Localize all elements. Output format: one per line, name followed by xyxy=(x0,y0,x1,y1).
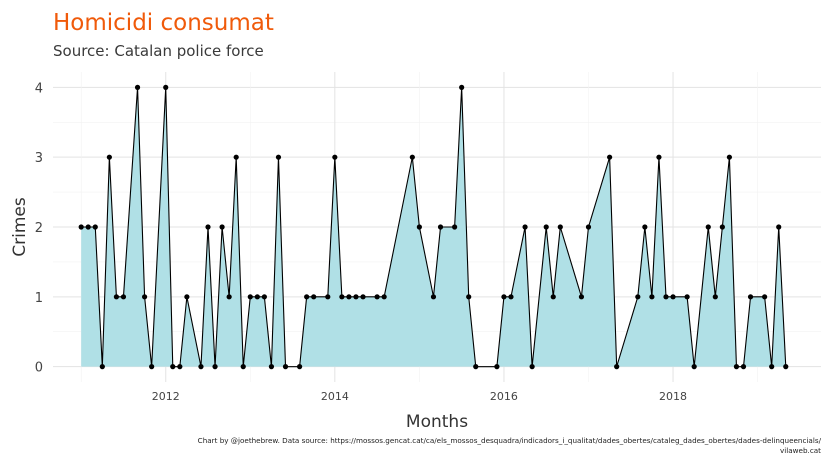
chart-title: Homicidi consumat xyxy=(53,10,274,36)
data-point xyxy=(783,364,789,370)
chart-subtitle: Source: Catalan police force xyxy=(53,42,264,60)
y-tick-label: 2 xyxy=(35,221,43,236)
data-point xyxy=(473,364,479,370)
data-point xyxy=(261,294,267,300)
data-point xyxy=(522,224,528,230)
data-point xyxy=(649,294,655,300)
data-point xyxy=(268,364,275,370)
data-point xyxy=(184,294,190,300)
data-point xyxy=(557,224,563,230)
data-point xyxy=(282,364,289,370)
data-point xyxy=(663,294,669,300)
x-axis-label: Months xyxy=(406,412,468,432)
data-point xyxy=(705,224,711,230)
data-point xyxy=(740,364,747,370)
data-point xyxy=(233,154,239,160)
data-point xyxy=(635,294,641,300)
data-point xyxy=(726,154,733,160)
y-tick-labels: 0 1 2 3 4 xyxy=(35,81,43,375)
data-point xyxy=(332,154,338,160)
data-point xyxy=(578,294,585,300)
data-point xyxy=(769,364,775,370)
data-point xyxy=(670,294,676,300)
y-tick-label: 3 xyxy=(35,151,43,166)
x-tick-label: 2012 xyxy=(152,390,180,403)
data-point xyxy=(113,294,120,300)
data-point xyxy=(311,294,317,300)
data-point xyxy=(163,84,169,90)
x-tick-labels: 2012 2014 2016 2018 xyxy=(152,390,687,403)
data-point xyxy=(529,364,535,370)
data-point xyxy=(501,294,507,300)
data-point xyxy=(381,294,387,300)
data-point xyxy=(92,224,98,230)
data-point xyxy=(585,224,592,230)
data-point xyxy=(170,364,176,370)
data-point xyxy=(85,224,91,230)
data-point xyxy=(226,294,232,300)
data-point xyxy=(325,294,331,300)
data-point xyxy=(747,294,754,300)
y-tick-label: 1 xyxy=(35,291,43,306)
data-point xyxy=(304,294,310,300)
data-point xyxy=(543,224,549,230)
data-point xyxy=(762,294,768,300)
y-tick-label: 0 xyxy=(35,361,43,376)
x-tick-label: 2016 xyxy=(490,390,518,403)
data-point xyxy=(212,364,218,370)
data-point xyxy=(297,364,303,370)
data-point xyxy=(346,294,352,300)
caption-source: Chart by @joethebrew. Data source: https… xyxy=(198,436,822,445)
data-point xyxy=(776,224,782,230)
data-point xyxy=(550,294,556,300)
data-point xyxy=(459,84,465,90)
x-tick-label: 2018 xyxy=(659,390,687,403)
data-point xyxy=(339,294,345,300)
data-point xyxy=(614,364,620,370)
y-tick-label: 4 xyxy=(35,81,43,96)
data-point xyxy=(430,294,437,300)
data-point xyxy=(452,224,458,230)
data-point xyxy=(360,294,366,300)
data-point xyxy=(712,294,718,300)
data-point xyxy=(78,224,84,230)
data-point xyxy=(205,224,211,230)
point-layer xyxy=(78,84,789,370)
data-point xyxy=(684,294,690,300)
data-point xyxy=(437,224,444,230)
data-point xyxy=(149,364,155,370)
data-point xyxy=(494,364,500,370)
data-point xyxy=(247,294,253,300)
data-point xyxy=(733,364,740,370)
data-point xyxy=(240,364,246,370)
data-point xyxy=(219,224,225,230)
data-point xyxy=(106,154,112,160)
data-point xyxy=(177,364,183,370)
x-tick-label: 2014 xyxy=(321,390,349,403)
data-point xyxy=(198,364,204,370)
data-point xyxy=(607,154,613,160)
data-point xyxy=(691,364,697,370)
data-point xyxy=(719,224,725,230)
y-axis-label: Crimes xyxy=(10,197,30,257)
data-point xyxy=(353,294,359,300)
data-point xyxy=(642,224,648,230)
data-point xyxy=(656,154,662,160)
data-point xyxy=(466,294,472,300)
data-point xyxy=(508,294,514,300)
data-point xyxy=(416,224,422,230)
data-point xyxy=(374,294,380,300)
data-point xyxy=(99,364,105,370)
data-point xyxy=(134,84,141,90)
data-point xyxy=(254,294,260,300)
caption-site: vilaweb.cat xyxy=(780,446,821,455)
data-point xyxy=(120,294,127,300)
data-point xyxy=(141,294,148,300)
data-point xyxy=(409,154,415,160)
data-point xyxy=(275,154,282,160)
